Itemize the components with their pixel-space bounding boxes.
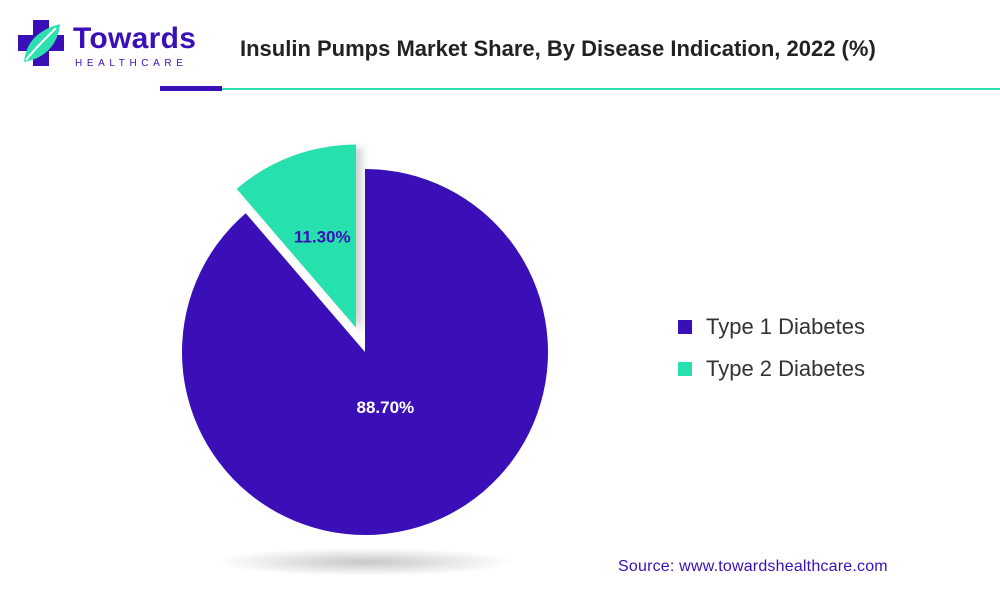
medical-cross-leaf-icon: [18, 20, 64, 66]
data-label-type-1: 88.70%: [357, 398, 415, 417]
legend-item-type-1: Type 1 Diabetes: [678, 306, 865, 348]
legend-swatch-type-1: [678, 320, 692, 334]
chart-title: Insulin Pumps Market Share, By Disease I…: [240, 36, 876, 61]
brand-subtitle: HEALTHCARE: [75, 58, 188, 69]
pie-floor-shadow: [215, 548, 515, 576]
legend-label-type-1: Type 1 Diabetes: [706, 314, 865, 339]
title-underline-accent: [160, 86, 222, 91]
legend-label-type-2: Type 2 Diabetes: [706, 356, 865, 381]
brand-logo: Towards HEALTHCARE: [16, 18, 196, 74]
title-underline: [222, 88, 1000, 90]
legend-item-type-2: Type 2 Diabetes: [678, 348, 865, 390]
source-credit: Source: www.towardshealthcare.com: [618, 558, 888, 575]
pie-slice-type-1: [182, 169, 548, 535]
brand-name: Towards: [73, 22, 197, 55]
legend: Type 1 Diabetes Type 2 Diabetes: [678, 306, 865, 390]
pie-slice-type-2: [236, 144, 356, 328]
data-label-type-2: 11.30%: [294, 228, 351, 247]
legend-swatch-type-2: [678, 362, 692, 376]
